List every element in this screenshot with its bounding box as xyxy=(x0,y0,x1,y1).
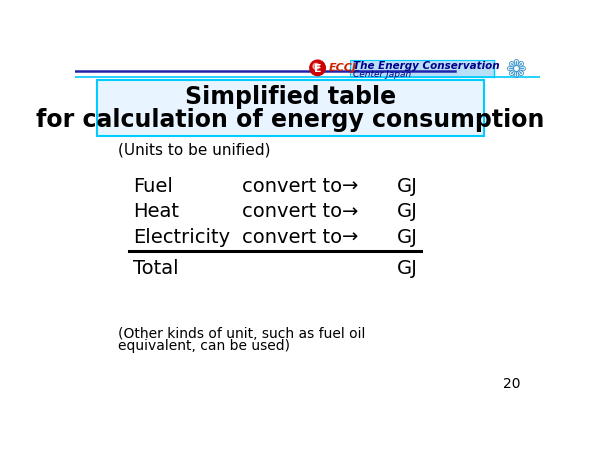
Text: Heat: Heat xyxy=(133,202,179,221)
Text: ❁: ❁ xyxy=(506,59,527,83)
Text: Electricity: Electricity xyxy=(133,228,230,247)
Text: Fuel: Fuel xyxy=(133,177,173,196)
Text: →: → xyxy=(342,202,358,221)
Text: for calculation of energy consumption: for calculation of energy consumption xyxy=(36,108,545,132)
Circle shape xyxy=(313,63,319,69)
Text: →: → xyxy=(342,228,358,247)
Text: GJ: GJ xyxy=(397,259,418,278)
FancyBboxPatch shape xyxy=(350,60,493,77)
Text: convert to: convert to xyxy=(242,177,342,196)
Circle shape xyxy=(310,60,325,76)
Text: GJ: GJ xyxy=(397,202,418,221)
Text: convert to: convert to xyxy=(242,228,342,247)
Text: Center Japan: Center Japan xyxy=(353,69,412,78)
Text: E: E xyxy=(314,63,322,74)
Text: ECCJ: ECCJ xyxy=(328,63,356,73)
Text: convert to: convert to xyxy=(242,202,342,221)
Text: (Units to be unified): (Units to be unified) xyxy=(118,143,270,158)
Text: 20: 20 xyxy=(503,377,521,391)
Text: The Energy Conservation: The Energy Conservation xyxy=(353,61,500,71)
Text: Total: Total xyxy=(133,259,179,278)
FancyBboxPatch shape xyxy=(97,80,484,135)
Text: GJ: GJ xyxy=(397,177,418,196)
Text: GJ: GJ xyxy=(397,228,418,247)
Text: →: → xyxy=(342,177,358,196)
Text: equivalent, can be used): equivalent, can be used) xyxy=(118,339,290,353)
Text: (Other kinds of unit, such as fuel oil: (Other kinds of unit, such as fuel oil xyxy=(118,327,365,342)
Text: Simplified table: Simplified table xyxy=(185,85,396,109)
